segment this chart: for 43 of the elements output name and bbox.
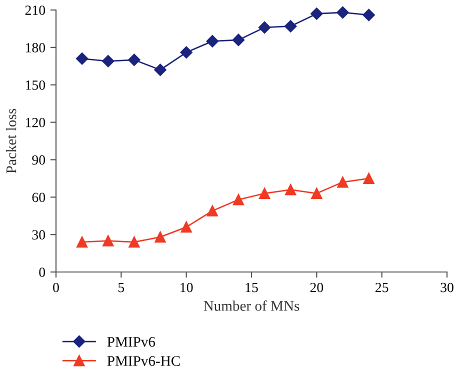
x-axis-title: Number of MNs bbox=[204, 300, 300, 311]
point bbox=[154, 64, 166, 76]
point bbox=[76, 52, 88, 65]
y-tick-label: 0 bbox=[39, 268, 46, 277]
point bbox=[206, 35, 218, 48]
point bbox=[180, 46, 192, 59]
point bbox=[180, 222, 192, 233]
x-tick-label: 30 bbox=[440, 282, 454, 292]
point bbox=[337, 176, 348, 188]
point bbox=[258, 188, 270, 199]
y-tick-label: 60 bbox=[32, 192, 46, 202]
point bbox=[285, 184, 296, 196]
x-tick-label: 10 bbox=[180, 282, 193, 292]
y-tick-label: 90 bbox=[32, 155, 46, 165]
x-tick-label: 0 bbox=[53, 282, 59, 292]
point bbox=[206, 205, 218, 216]
point bbox=[284, 20, 297, 32]
x-tick-label: 20 bbox=[310, 282, 324, 292]
y-tick-label: 180 bbox=[26, 43, 46, 52]
point bbox=[336, 6, 349, 19]
legend-label: PMIPv6 bbox=[107, 336, 156, 347]
point bbox=[128, 54, 140, 66]
point bbox=[154, 232, 166, 243]
point bbox=[128, 236, 140, 248]
point bbox=[232, 34, 245, 46]
y-tick-label: 30 bbox=[32, 230, 46, 240]
point bbox=[310, 8, 323, 20]
x-tick-label: 15 bbox=[246, 282, 258, 292]
y-axis-title: Packet loss bbox=[6, 108, 16, 174]
point bbox=[76, 236, 88, 248]
y-tick-label: 120 bbox=[26, 118, 46, 128]
legend-label: PMIPv6-HC bbox=[107, 356, 180, 366]
point bbox=[311, 188, 322, 199]
point bbox=[232, 194, 244, 206]
point bbox=[363, 172, 374, 184]
point bbox=[102, 235, 114, 246]
y-tick-label: 210 bbox=[25, 6, 46, 15]
point bbox=[258, 21, 271, 34]
x-tick-label: 5 bbox=[118, 282, 124, 292]
x-tick-label: 25 bbox=[376, 282, 388, 292]
point bbox=[362, 8, 375, 22]
point bbox=[102, 55, 114, 68]
y-tick-label: 150 bbox=[26, 80, 46, 90]
